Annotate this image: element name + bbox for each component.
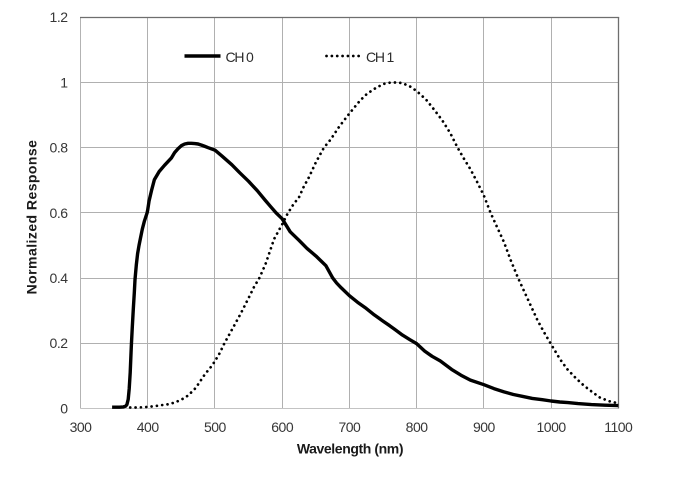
svg-text:300: 300	[70, 419, 93, 435]
svg-text:1000: 1000	[537, 419, 567, 435]
svg-text:600: 600	[271, 419, 294, 435]
svg-text:0.4: 0.4	[50, 270, 69, 286]
svg-text:1.2: 1.2	[50, 9, 69, 25]
svg-text:700: 700	[338, 419, 361, 435]
svg-text:0: 0	[60, 400, 68, 416]
svg-text:1: 1	[60, 74, 68, 90]
svg-text:900: 900	[473, 419, 496, 435]
svg-text:CH 1: CH 1	[366, 49, 395, 65]
svg-text:CH 0: CH 0	[226, 49, 255, 65]
svg-text:0.8: 0.8	[50, 140, 69, 156]
svg-text:0.6: 0.6	[50, 205, 69, 221]
svg-text:1100: 1100	[604, 419, 633, 435]
svg-text:0.2: 0.2	[50, 335, 69, 351]
svg-text:Normalized Response: Normalized Response	[24, 140, 40, 295]
svg-text:Wavelength (nm): Wavelength (nm)	[297, 441, 403, 457]
svg-text:500: 500	[204, 419, 227, 435]
svg-text:800: 800	[406, 419, 429, 435]
svg-text:400: 400	[137, 419, 160, 435]
